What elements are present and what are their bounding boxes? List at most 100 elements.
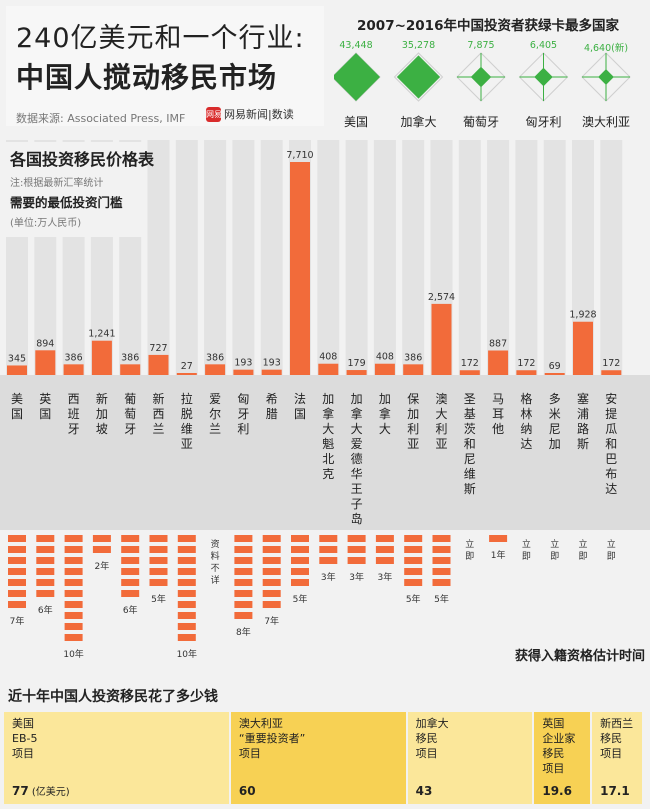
country-label-char: 提	[605, 406, 617, 421]
year-label: 不	[211, 563, 220, 574]
year-label: 6年	[38, 604, 53, 616]
year-block	[8, 601, 26, 608]
year-block	[8, 535, 26, 542]
country-label-char: 国	[294, 407, 306, 421]
country-label-char: 茨	[464, 422, 476, 436]
header: 240亿美元和一个行业: 中国人搅动移民市场 数据来源: Associated …	[0, 0, 650, 135]
price-bar	[205, 364, 226, 375]
year-block	[36, 535, 55, 542]
year-block	[262, 557, 281, 564]
year-block	[432, 579, 451, 586]
price-bar	[176, 373, 197, 375]
spending-column: 英国 企业家 移民 项目 19.6	[534, 712, 591, 804]
price-bar	[35, 350, 56, 375]
year-block	[432, 557, 451, 564]
country-label-char: 西	[68, 392, 80, 406]
greencard-country: 澳大利亚	[581, 115, 630, 129]
column-bg	[487, 140, 510, 390]
country-label-char: 圣	[464, 392, 476, 406]
country-label-char: 马	[492, 392, 504, 406]
country-label-char: 他	[492, 422, 504, 436]
price-bar	[233, 369, 254, 375]
year-block	[8, 579, 26, 586]
year-block	[291, 579, 309, 586]
country-label-char: 牙	[68, 422, 80, 436]
column-bg	[458, 140, 481, 390]
country-label-char: 新	[96, 391, 108, 406]
greencard-diamond-outline	[334, 52, 381, 102]
year-block	[149, 535, 168, 542]
greencard-diamond-outline	[393, 52, 444, 102]
country-label-char: 加	[379, 392, 391, 406]
year-block	[149, 579, 168, 586]
year-block	[64, 568, 83, 575]
column-bg	[147, 140, 170, 390]
year-block	[149, 557, 168, 564]
country-label-char: 爱	[351, 437, 363, 451]
year-block	[262, 546, 281, 553]
price-bar	[516, 370, 537, 375]
year-block	[64, 557, 83, 564]
year-block	[36, 590, 55, 597]
year-block	[432, 546, 451, 553]
greencard-country: 匈牙利	[525, 115, 562, 129]
greencard-country: 葡萄牙	[462, 115, 499, 129]
year-block	[177, 535, 196, 542]
country-label-char: 北	[322, 452, 334, 466]
year-label: 2年	[95, 560, 110, 572]
year-block	[489, 535, 508, 542]
country-label-char: 华	[351, 467, 363, 481]
source-text: 数据来源: Associated Press, IMF	[16, 112, 186, 125]
year-block	[149, 546, 168, 553]
price-chart: 345美国7年894英国6年386西班牙10年1,241新加坡2年386葡萄牙6…	[0, 140, 650, 664]
year-block	[8, 568, 26, 575]
year-label: 料	[211, 550, 220, 562]
country-label-char: 林	[520, 407, 532, 421]
year-block	[347, 557, 366, 564]
country-label-char: 匈	[237, 392, 249, 406]
year-block	[291, 557, 309, 564]
year-label: 8年	[236, 626, 251, 638]
country-label-char: 兰	[209, 422, 221, 436]
year-block	[347, 535, 366, 542]
year-block	[64, 590, 83, 597]
price-bar	[346, 370, 367, 375]
price-bar-label: 386	[404, 352, 422, 363]
country-label-char: 大	[379, 422, 391, 436]
country-label-char: 脱	[181, 406, 193, 421]
country-label-char: 王	[351, 482, 363, 496]
greencard-diamond-outline	[518, 52, 569, 102]
greencard-value: 43,448	[339, 40, 373, 51]
year-block	[64, 579, 83, 586]
country-label-char: 安	[605, 391, 617, 406]
spending-label: 美国 EB-5 项目	[12, 717, 38, 760]
year-block	[375, 535, 394, 542]
country-label-char: 米	[549, 407, 561, 421]
year-block	[8, 590, 26, 597]
year-block	[121, 546, 140, 553]
year-block	[432, 568, 451, 575]
year-label: 立	[607, 538, 616, 550]
year-block	[177, 568, 196, 575]
country-label-char: 达	[520, 437, 532, 451]
year-label: 即	[550, 551, 559, 562]
year-block	[234, 557, 253, 564]
year-block	[234, 601, 253, 608]
year-block	[291, 535, 309, 542]
year-label: 5年	[434, 593, 449, 605]
country-label-char: 纳	[520, 422, 532, 436]
year-block	[234, 546, 253, 553]
price-bar-label: 727	[149, 343, 167, 354]
price-bar-label: 386	[65, 352, 83, 363]
country-label-char: 尼	[464, 452, 476, 466]
year-block	[177, 579, 196, 586]
spending-label: 新西兰 移民 项目	[600, 717, 634, 760]
year-block	[92, 546, 111, 553]
year-block	[404, 579, 423, 586]
price-bar	[318, 363, 339, 375]
greencard-country: 加拿大	[400, 115, 437, 129]
year-label: 7年	[264, 615, 279, 627]
country-label-char: 大	[351, 422, 363, 436]
price-bar	[488, 350, 509, 375]
spending-column: 加拿大 移民 项目 43	[407, 712, 533, 804]
